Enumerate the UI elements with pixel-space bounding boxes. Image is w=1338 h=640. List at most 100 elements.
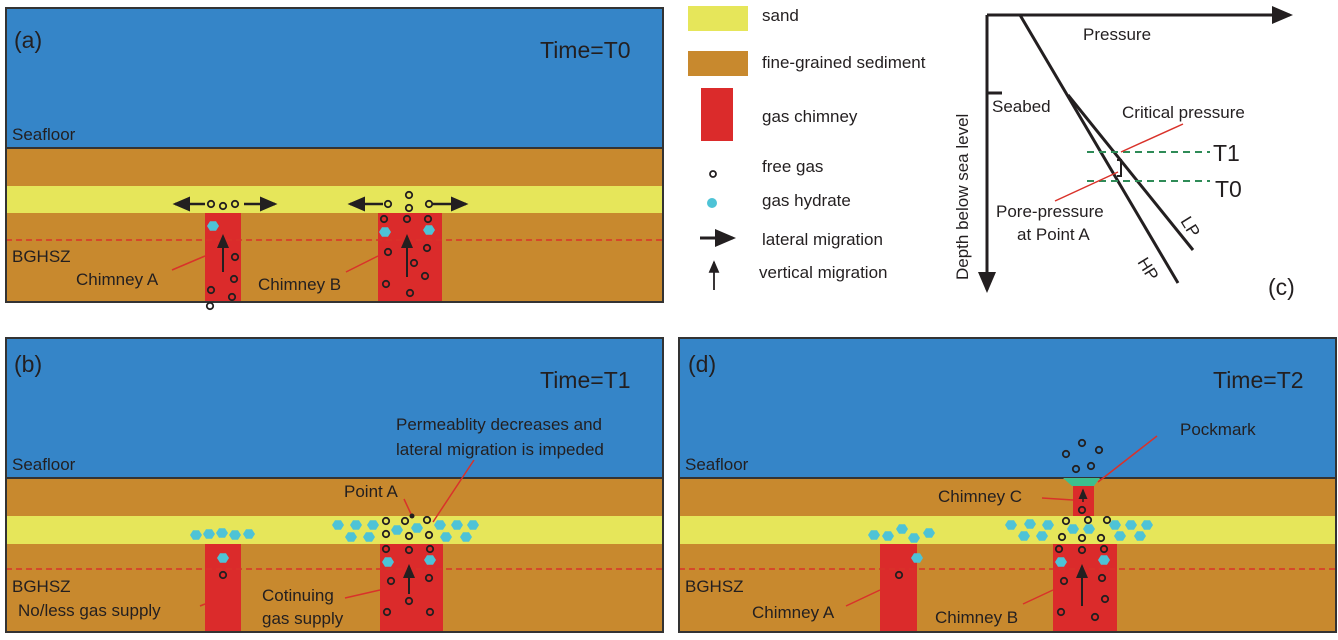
pockmark-label: Pockmark (1180, 420, 1256, 439)
gas-hydrate-particle (190, 530, 202, 540)
free-gas-bubble (424, 530, 434, 540)
legend-chimney: gas chimney (762, 107, 858, 126)
gas-hydrate-particle (1042, 520, 1054, 530)
gas-hydrate-particle (908, 533, 920, 543)
gas-hydrate-particle (1134, 531, 1146, 541)
pore-pressure-label: Pore-pressure (996, 202, 1104, 221)
gas-hydrate-particle (923, 528, 935, 538)
free-gas-bubble (230, 199, 240, 209)
permeability-note: Permeablity decreases and (396, 415, 602, 434)
legend-hydrate: gas hydrate (762, 191, 851, 210)
gas-hydrate-particle (379, 227, 391, 237)
gas-hydrate-particle (382, 557, 394, 567)
gas-hydrate-particle (207, 221, 219, 231)
seafloor-label: Seafloor (685, 455, 749, 474)
free-gas-bubble (402, 214, 412, 224)
gas-hydrate-particle (1114, 531, 1126, 541)
gas-hydrate-particle (217, 553, 229, 563)
free-gas-bubble (424, 199, 434, 209)
gas-hydrate-particle (434, 520, 446, 530)
free-gas-bubble (1102, 515, 1112, 525)
free-gas-bubble (404, 545, 414, 555)
free-gas-bubble (381, 529, 391, 539)
time-label: Time=T1 (540, 367, 631, 393)
legend-vertical: vertical migration (759, 263, 888, 282)
free-gas-bubble (404, 531, 414, 541)
free-gas-bubble (1090, 612, 1100, 622)
free-gas-bubble (404, 190, 414, 200)
leader-line (344, 589, 381, 599)
gas-hydrate-particle (868, 530, 880, 540)
sand-layer (679, 516, 1336, 544)
critical-pressure-label: Critical pressure (1122, 103, 1245, 122)
free-gas-bubble (386, 576, 396, 586)
bghsz-label: BGHSZ (12, 577, 71, 596)
legend-swatch-sand (688, 6, 748, 31)
chimney-b-label: Chimney B (258, 275, 341, 294)
bghsz-label: BGHSZ (685, 577, 744, 596)
free-gas-bubble (423, 214, 433, 224)
chimney-a (880, 544, 917, 632)
free-gas-bubble (420, 271, 430, 281)
legend-sediment: fine-grained sediment (762, 53, 926, 72)
gas-hydrate-particle (1083, 524, 1095, 534)
time-label: Time=T0 (540, 37, 631, 63)
gas-hydrate-particle (1005, 520, 1017, 530)
free-gas-bubble (1077, 438, 1087, 448)
t0-label: T0 (1215, 176, 1242, 202)
panel-a: (a) Time=T0 Seafloor BGHSZ Chimney A Chi… (5, 7, 664, 303)
no-supply-label: No/less gas supply (18, 601, 161, 620)
leader-line (1054, 171, 1119, 202)
leader-line (1097, 435, 1158, 483)
free-gas-bubble (218, 570, 228, 580)
leader-line (845, 589, 881, 607)
free-gas-bubble (425, 544, 435, 554)
gas-hydrate-particle (243, 529, 255, 539)
free-gas-bubble (1057, 532, 1067, 542)
gas-hydrate-particle (1018, 531, 1030, 541)
seabed-label: Seabed (992, 97, 1051, 116)
free-gas-bubble (1077, 545, 1087, 555)
chimney-b-label: Chimney B (935, 608, 1018, 627)
panel-frame (5, 7, 664, 303)
free-gas-bubble (382, 607, 392, 617)
free-gas-bubble (227, 292, 237, 302)
free-gas-bubble (1086, 461, 1096, 471)
hp-label: HP (1134, 254, 1163, 284)
gas-hydrate-particle (345, 532, 357, 542)
gas-hydrate-particle (367, 520, 379, 530)
gas-hydrate-particle (203, 529, 215, 539)
free-gas-bubble (409, 258, 419, 268)
legend-sand: sand (762, 6, 799, 25)
free-gas-bubble (1077, 533, 1087, 543)
chimney-a-label: Chimney A (76, 270, 159, 289)
free-gas-bubble (1071, 464, 1081, 474)
gas-hydrate-particle (411, 523, 423, 533)
free-gas-bubble (206, 199, 216, 209)
leader-line (345, 255, 379, 273)
free-gas-bubble (1059, 576, 1069, 586)
bghsz-label: BGHSZ (12, 247, 71, 266)
free-gas-bubble (1077, 505, 1087, 515)
free-gas-bubble (205, 301, 215, 311)
legend-swatch-chimney (701, 88, 733, 141)
free-gas-bubble (894, 570, 904, 580)
free-gas-bubble (1054, 544, 1064, 554)
depth-label: Depth below sea level (953, 114, 972, 280)
gas-hydrate-particle (460, 532, 472, 542)
sand-layer (6, 516, 663, 544)
free-gas-bubble (229, 274, 239, 284)
time-label: Time=T2 (1213, 367, 1304, 393)
point-a-label: Point A (344, 482, 399, 501)
gas-hydrate-particle (1055, 557, 1067, 567)
free-gas-bubble (422, 243, 432, 253)
gas-hydrate-particle (1036, 531, 1048, 541)
free-gas-bubble (404, 203, 414, 213)
free-gas-bubble (424, 573, 434, 583)
panel-tag: (c) (1268, 274, 1295, 300)
free-gas-bubble (383, 199, 393, 209)
panel-tag: (d) (688, 351, 716, 377)
panel-tag: (b) (14, 351, 42, 377)
leader-line (1120, 123, 1184, 153)
